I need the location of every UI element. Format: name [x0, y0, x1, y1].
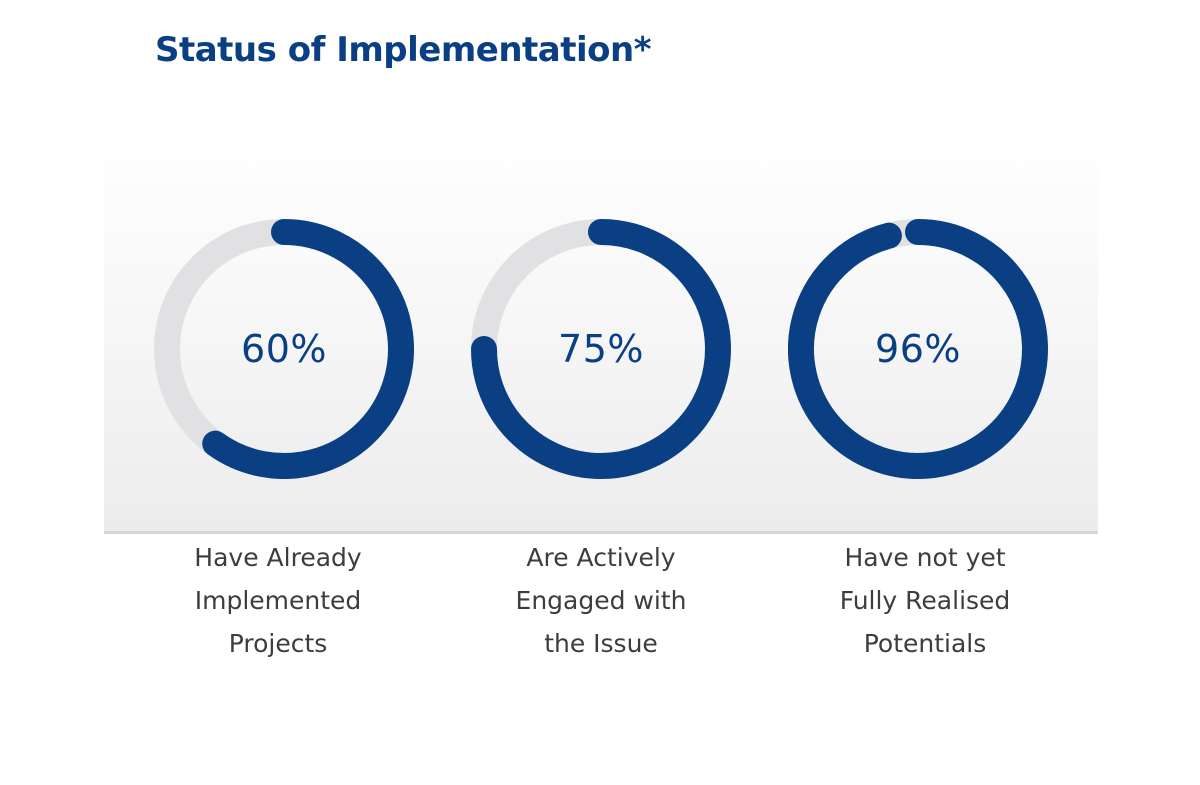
- gauge-not-realised-ring: [788, 219, 1048, 479]
- gauge-label-line: Have not yet: [844, 543, 1006, 572]
- gauge-label-line: Engaged with: [515, 586, 687, 615]
- gauge-label-not-realised: Have not yet Fully Realised Potentials: [795, 536, 1055, 665]
- gauge-label-line: Implemented: [194, 586, 362, 615]
- gauge-value: 75%: [558, 327, 644, 371]
- gauge-value: 60%: [241, 327, 327, 371]
- gauge-label-line: the Issue: [544, 629, 658, 658]
- gauge-label-line: Projects: [228, 629, 328, 658]
- gauge-label-line: Fully Realised: [839, 586, 1011, 615]
- gauge-label-line: Potentials: [863, 629, 987, 658]
- panel-divider: [104, 531, 1098, 534]
- gauge-engaged: 75%: [471, 219, 731, 479]
- gauge-label-line: Have Already: [194, 543, 362, 572]
- gauge-arc: [788, 219, 1048, 479]
- gauge-engaged-ring: [471, 219, 731, 479]
- gauge-arc: [471, 219, 731, 479]
- gauge-arc: [202, 219, 414, 479]
- gauge-implemented: 60%: [154, 219, 414, 479]
- chart-title: Status of Implementation*: [155, 30, 651, 70]
- gauge-label-implemented: Have Already Implemented Projects: [148, 536, 408, 665]
- gauge-not-realised: 96%: [788, 219, 1048, 479]
- gauge-label-engaged: Are Actively Engaged with the Issue: [471, 536, 731, 665]
- gauge-label-line: Are Actively: [526, 543, 676, 572]
- gauge-implemented-ring: [154, 219, 414, 479]
- gauge-value: 96%: [875, 327, 961, 371]
